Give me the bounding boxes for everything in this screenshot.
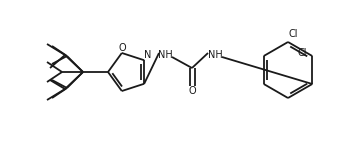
Text: Cl: Cl	[297, 48, 307, 58]
Text: N: N	[145, 50, 152, 60]
Text: NH: NH	[158, 50, 172, 60]
Text: O: O	[118, 43, 126, 53]
Text: NH: NH	[208, 50, 222, 60]
Text: O: O	[188, 86, 196, 96]
Text: Cl: Cl	[288, 29, 298, 39]
